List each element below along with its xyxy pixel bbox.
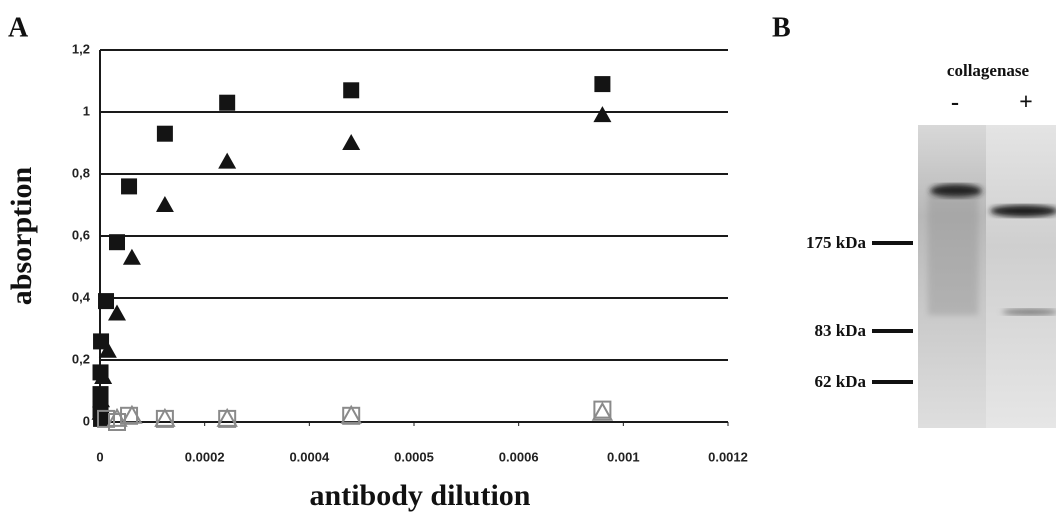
blot-band xyxy=(1002,309,1056,315)
marker-label: 175 kDa xyxy=(806,233,866,252)
data-point xyxy=(94,368,113,385)
data-point xyxy=(121,404,143,424)
blot-band xyxy=(930,184,982,198)
data-point xyxy=(343,82,360,99)
data-point xyxy=(93,333,110,350)
data-point xyxy=(591,401,614,421)
marker-label: 62 kDa xyxy=(815,372,867,391)
x-axis-title: antibody dilution xyxy=(310,479,531,512)
panel-label: A xyxy=(8,12,29,43)
data-point xyxy=(156,125,173,142)
data-point xyxy=(154,407,176,427)
data-point xyxy=(98,293,115,310)
x-tick-label: 0 xyxy=(96,449,103,464)
data-point xyxy=(218,152,237,169)
lane-label: + xyxy=(1019,90,1033,116)
y-tick-label: 0,6 xyxy=(72,227,90,242)
data-point xyxy=(108,304,127,321)
data-point xyxy=(216,407,238,427)
data-point xyxy=(109,234,126,251)
data-point xyxy=(98,341,117,358)
x-tick-label: 0.0012 xyxy=(708,449,748,464)
x-tick-label: 0.0004 xyxy=(289,449,330,464)
x-tick-label: 0.0005 xyxy=(394,449,434,464)
data-point xyxy=(594,76,611,93)
data-point xyxy=(340,404,362,424)
plot: 0 0,2 0,4 0,6 0,8 1 1,2 0 0.0002 0.0004 0.0005 0.00… xyxy=(72,41,748,464)
data-point xyxy=(106,407,128,427)
data-point xyxy=(593,106,612,123)
blot-lane xyxy=(986,125,1056,428)
panel-label: B xyxy=(772,12,791,43)
data-point xyxy=(92,391,111,408)
data-point xyxy=(593,400,612,419)
y-tick-label: 0,8 xyxy=(72,165,90,180)
treatment-label: collagenase xyxy=(947,61,1030,80)
marker-label: 83 kDa xyxy=(815,321,867,340)
data-point xyxy=(342,134,361,150)
x-tick-label: 0.0002 xyxy=(185,449,225,464)
y-tick-label: 1 xyxy=(83,103,90,118)
data-point xyxy=(97,409,116,428)
y-tick-label: 1,2 xyxy=(72,41,90,56)
blot-band xyxy=(990,205,1056,217)
blot-smear xyxy=(928,195,978,315)
y-axis-title: absorption xyxy=(5,167,38,306)
lane-label: - xyxy=(951,90,959,116)
y-tick-label: 0,4 xyxy=(72,289,91,304)
x-tick-label: 0.001 xyxy=(607,449,640,464)
data-point xyxy=(121,178,138,195)
blot-panel: B collagenase - + 175 kDa 83 kDa 62 kDa xyxy=(772,12,1056,428)
x-tick-label: 0.0006 xyxy=(499,449,539,464)
data-point xyxy=(122,248,141,265)
data-point xyxy=(219,94,236,111)
data-point xyxy=(155,196,174,212)
y-tick-label: 0 xyxy=(83,413,90,428)
y-tick-label: 0,2 xyxy=(72,351,90,366)
